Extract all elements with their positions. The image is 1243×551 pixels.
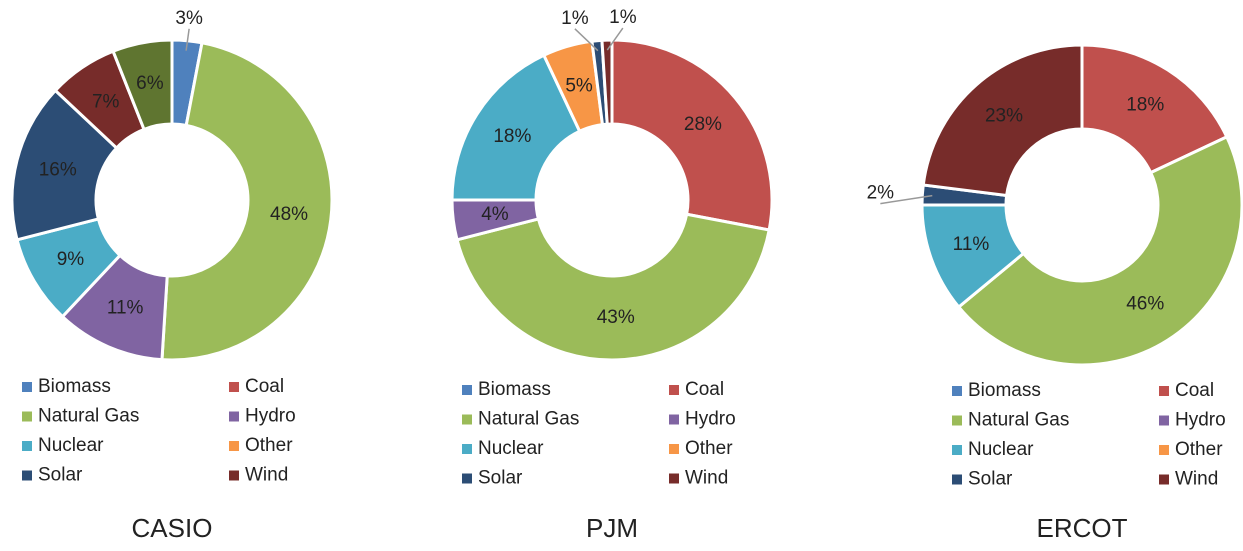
legend-label: Coal xyxy=(245,376,284,397)
legend-swatch xyxy=(952,474,962,485)
legend-swatch xyxy=(669,385,679,395)
legend-swatch xyxy=(1159,445,1169,455)
data-label: 48% xyxy=(270,204,308,225)
legend-swatch xyxy=(22,441,32,451)
slice xyxy=(160,41,334,362)
legend-label: Solar xyxy=(38,465,83,486)
legend-label: Biomass xyxy=(38,376,111,397)
legend-swatch xyxy=(952,386,962,396)
leader-line xyxy=(880,194,933,205)
legend-label: Natural Gas xyxy=(478,409,579,430)
legend-label: Biomass xyxy=(478,379,551,400)
legend-swatch xyxy=(462,444,472,454)
legend-swatch xyxy=(952,415,962,426)
legend-swatch xyxy=(1159,474,1169,485)
legend-label: Coal xyxy=(685,379,724,400)
leader-line xyxy=(606,27,624,51)
slice xyxy=(455,212,771,362)
legend-label: Natural Gas xyxy=(968,410,1069,431)
legend-label: Wind xyxy=(1175,469,1218,490)
leader-line xyxy=(185,28,190,51)
legend-swatch xyxy=(462,414,472,425)
legend-swatch xyxy=(229,382,239,392)
legend-swatch xyxy=(229,411,239,422)
data-label: 9% xyxy=(57,249,85,270)
legend-swatch xyxy=(229,470,239,481)
legend-swatch xyxy=(1159,386,1169,396)
data-label: 18% xyxy=(493,126,531,147)
legend-swatch xyxy=(669,414,679,425)
slice xyxy=(600,38,614,126)
legend-swatch xyxy=(229,441,239,451)
legend-label: Nuclear xyxy=(38,435,104,456)
legend-label: Other xyxy=(245,435,293,456)
leader-line xyxy=(574,28,599,52)
data-label: 2% xyxy=(867,183,895,204)
data-label: 46% xyxy=(1126,294,1164,315)
data-label: 3% xyxy=(175,8,203,29)
slice xyxy=(450,53,582,202)
legend-label: Biomass xyxy=(968,380,1041,401)
slice xyxy=(111,38,174,132)
legend-label: Wind xyxy=(685,468,728,489)
data-label: 4% xyxy=(481,204,509,225)
slice xyxy=(1080,43,1229,175)
legend-label: Solar xyxy=(478,468,523,489)
slice xyxy=(956,134,1243,367)
legend-label: Nuclear xyxy=(968,439,1034,460)
slice xyxy=(10,88,119,242)
legend-label: Hydro xyxy=(1175,410,1226,431)
data-label: 7% xyxy=(92,91,120,112)
legend-label: Wind xyxy=(245,465,288,486)
legend-label: Natural Gas xyxy=(38,406,139,427)
legend-swatch xyxy=(669,444,679,454)
data-label: 18% xyxy=(1126,94,1164,115)
data-label: 43% xyxy=(597,307,635,328)
legend-label: Hydro xyxy=(685,409,736,430)
data-label: 6% xyxy=(136,73,164,94)
legend-swatch xyxy=(669,473,679,484)
legend-label: Nuclear xyxy=(478,438,544,459)
legend-swatch xyxy=(22,470,32,481)
legend-swatch xyxy=(462,473,472,484)
legend-swatch xyxy=(22,382,32,392)
data-label: 16% xyxy=(39,160,77,181)
legend-label: Other xyxy=(685,438,733,459)
legend-swatch xyxy=(1159,415,1169,426)
data-label: 11% xyxy=(953,234,990,255)
data-label: 1% xyxy=(609,7,637,28)
legend-swatch xyxy=(22,411,32,422)
legend-label: Solar xyxy=(968,469,1013,490)
data-label: 5% xyxy=(565,76,593,97)
data-label: 23% xyxy=(985,106,1023,127)
data-label: 28% xyxy=(684,114,722,135)
legend-label: Coal xyxy=(1175,380,1214,401)
legend-label: Other xyxy=(1175,439,1223,460)
slice xyxy=(610,38,774,232)
data-label: 11% xyxy=(107,297,144,318)
legend-swatch xyxy=(462,385,472,395)
legend-swatch xyxy=(952,445,962,455)
data-label: 1% xyxy=(561,8,589,29)
legend-label: Hydro xyxy=(245,406,296,427)
chart-title: PJM xyxy=(586,513,638,543)
chart-title: ERCOT xyxy=(1037,513,1128,543)
chart-title: CASIO xyxy=(132,513,213,543)
slice xyxy=(921,43,1084,198)
